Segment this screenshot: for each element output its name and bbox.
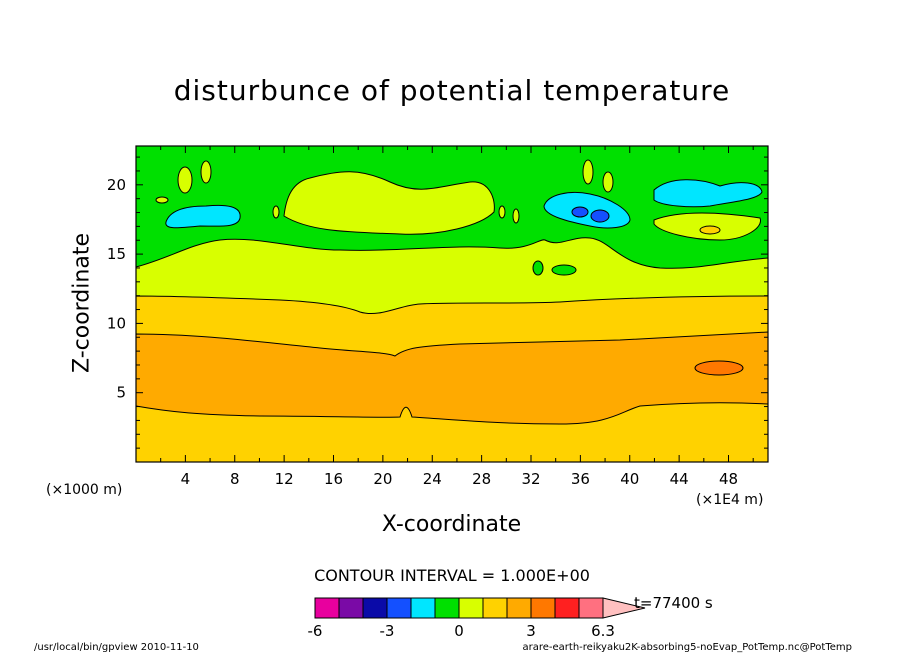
colorbar-swatch	[458, 597, 484, 619]
y-tick-label: 15	[107, 245, 126, 263]
x-unit-left-label: (×1000 m)	[46, 482, 123, 498]
plot-frame	[135, 145, 769, 463]
x-tick-label: 40	[620, 470, 639, 488]
colorbar-swatch	[314, 597, 340, 619]
band-1-2-lower	[135, 402, 769, 463]
x-tick-label: 8	[230, 470, 240, 488]
feature-green-b	[551, 264, 577, 276]
colorbar-swatch	[530, 597, 556, 619]
x-tick-label: 48	[719, 470, 738, 488]
colorbar-swatch	[506, 597, 532, 619]
footer-right: arare-earth-reikyaku2K-absorbing5-noEvap…	[522, 642, 853, 653]
y-axis-label: Z-coordinate	[69, 233, 95, 373]
contour-interval-label: CONTOUR INTERVAL = 1.000E+00	[314, 566, 590, 585]
colorbar-swatch	[482, 597, 508, 619]
x-tick-label: 32	[521, 470, 540, 488]
colorbar-swatch	[386, 597, 412, 619]
colorbar-swatch	[434, 597, 460, 619]
feature-blue-a	[571, 206, 589, 218]
feature-orange-max	[694, 360, 744, 376]
colorbar-swatch	[362, 597, 388, 619]
x-tick-label: 12	[275, 470, 294, 488]
y-tick-label: 10	[107, 314, 126, 332]
x-tick-label: 24	[423, 470, 442, 488]
feature-cyan-right	[653, 179, 763, 208]
x-tick-label: 20	[373, 470, 392, 488]
x-tick-label: 36	[571, 470, 590, 488]
feature-yellow-blob-8	[512, 208, 520, 224]
colorbar-tick-label: -6	[308, 622, 323, 640]
colorbar-swatch	[410, 597, 436, 619]
feature-orange-small	[699, 225, 721, 235]
feature-blue-b	[590, 209, 610, 223]
colorbar-tick-label: 6.3	[591, 622, 615, 640]
x-tick-label: 44	[670, 470, 689, 488]
time-label: t=77400 s	[634, 594, 713, 612]
feature-yellow-blob-5	[582, 159, 594, 185]
x-tick-label: 16	[324, 470, 343, 488]
colorbar-swatch	[578, 597, 604, 619]
feature-yellow-blob-6	[602, 171, 614, 193]
colorbar-swatch	[338, 597, 364, 619]
colorbar-tick-label: 0	[454, 622, 464, 640]
x-axis-label: X-coordinate	[381, 512, 522, 537]
y-tick-label: 20	[107, 176, 126, 194]
feature-yellow-blob-7	[498, 205, 506, 219]
x-tick-label: 28	[472, 470, 491, 488]
feature-yellow-ridge	[283, 171, 495, 235]
colorbar-tick-label: 3	[526, 622, 536, 640]
footer-left: /usr/local/bin/gpview 2010-11-10	[34, 642, 199, 653]
colorbar: -6 -3 0 3 6.3	[308, 597, 646, 640]
colorbar-arrow	[602, 597, 646, 619]
y-tick-label: 5	[116, 384, 126, 402]
colorbar-tick-label: -3	[380, 622, 395, 640]
feature-yellow-blob-4	[272, 205, 280, 219]
plot-area	[135, 145, 769, 463]
colorbar-swatch	[554, 597, 580, 619]
feature-cyan-left	[165, 204, 241, 229]
feature-yellow-blob-1	[177, 166, 193, 194]
chart-title: disturbunce of potential temperature	[173, 74, 731, 107]
x-tick-label: 4	[181, 470, 191, 488]
feature-yellow-blob-2	[200, 160, 212, 184]
x-unit-right-label: (×1E4 m)	[696, 492, 764, 508]
feature-yellow-blob-3	[155, 196, 169, 204]
feature-green-a	[532, 260, 544, 276]
